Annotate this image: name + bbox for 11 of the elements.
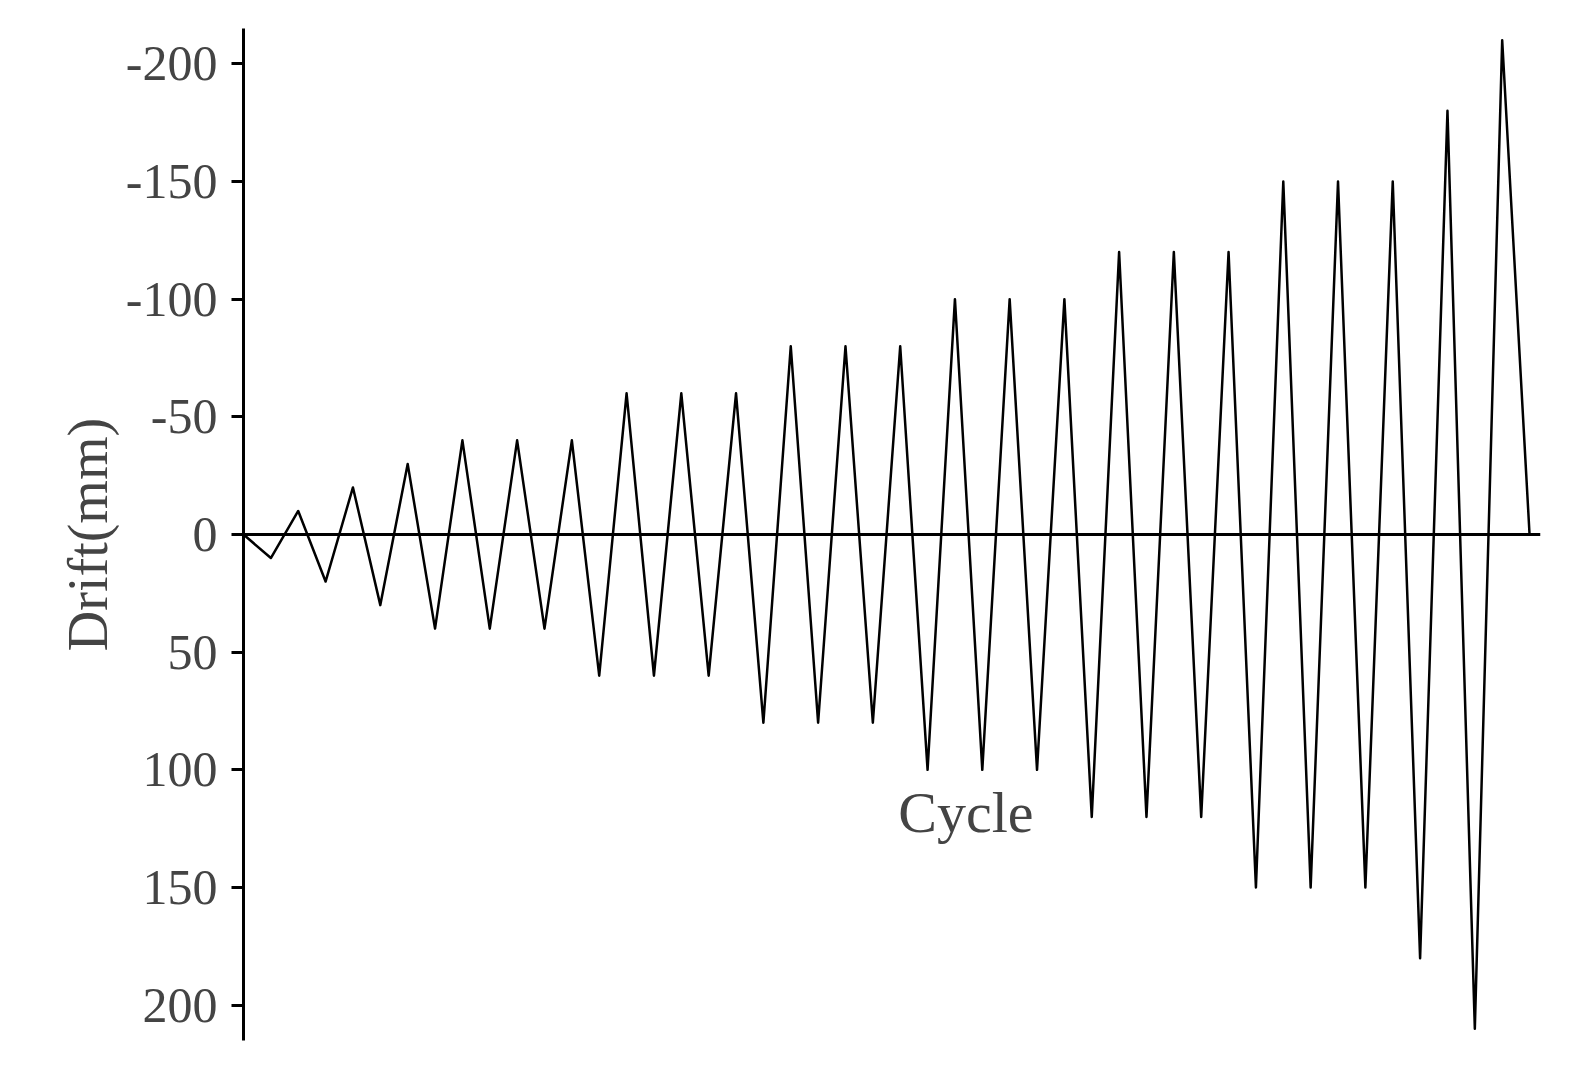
y-tick-label: 200 bbox=[142, 976, 218, 1033]
x-axis-title: Cycle bbox=[898, 779, 1034, 845]
y-tick-label: 150 bbox=[142, 859, 218, 916]
y-axis-title: Drift(mm) bbox=[56, 417, 120, 652]
y-tick-label: 0 bbox=[192, 506, 218, 562]
y-tick-label: 100 bbox=[142, 741, 218, 798]
y-tick-label: -200 bbox=[125, 35, 218, 92]
y-tick-label: -100 bbox=[125, 270, 218, 327]
y-tick-label: -50 bbox=[150, 388, 218, 445]
y-tick-label: -150 bbox=[125, 152, 218, 209]
y-tick-label: 50 bbox=[167, 623, 218, 680]
